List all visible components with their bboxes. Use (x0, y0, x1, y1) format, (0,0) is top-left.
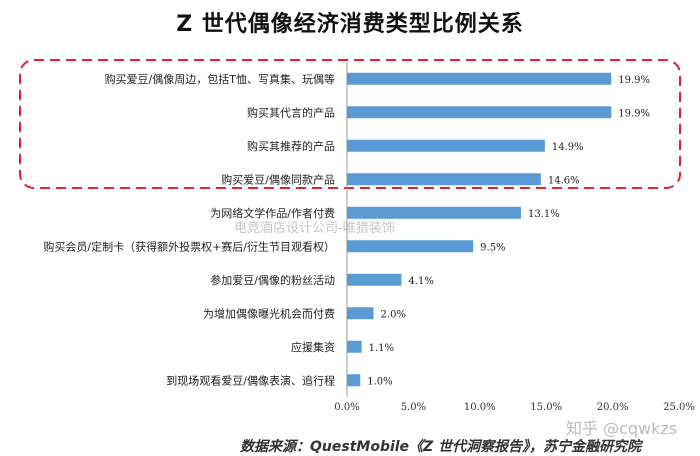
category-label: 购买其推荐的产品 (247, 139, 335, 153)
x-tick-label: 10.0% (464, 402, 496, 413)
category-label: 购买其代言的产品 (247, 105, 335, 119)
category-label: 到现场观看爱豆/偶像表演、追行程 (166, 373, 335, 387)
category-label: 应援集资 (291, 340, 335, 354)
x-tick-label: 5.0% (401, 402, 426, 413)
category-label: 购买爱豆/偶像同款产品 (221, 172, 335, 186)
bars: 购买爱豆/偶像周边，包括T恤、写真集、玩偶等 19.9% 购买其代言的产品 19.9%… (43, 72, 650, 388)
x-tick-label: 20.0% (597, 402, 629, 413)
data-label: 9.5% (480, 242, 505, 253)
category-label: 购买爱豆/偶像周边，包括T恤、写真集、玩偶等 (105, 72, 335, 86)
data-label: 19.9% (618, 75, 650, 86)
data-label: 14.6% (548, 175, 580, 186)
data-label: 1.1% (369, 343, 394, 354)
chart-title: Z 世代偶像经济消费类型比例关系 (176, 12, 524, 37)
data-label: 1.0% (367, 376, 392, 387)
x-tick-label: 25.0% (663, 402, 695, 413)
bar (347, 206, 521, 219)
category-label: 参加爱豆/偶像的粉丝活动 (210, 273, 335, 287)
category-label: 购买会员/定制卡（获得额外投票权+赛后/衍生节目观看权） (43, 239, 335, 253)
watermark: 电竞酒店设计公司-唯猎装饰 (234, 221, 395, 236)
data-label: 2.0% (381, 309, 406, 320)
bar (347, 72, 612, 85)
bar (347, 374, 361, 387)
x-tick-label: 0.0% (334, 402, 359, 413)
data-label: 19.9% (618, 108, 650, 119)
data-label: 4.1% (408, 276, 433, 287)
data-label: 14.9% (552, 142, 584, 153)
category-label: 为网络文学作品/作者付费 (210, 206, 335, 220)
bar (347, 240, 474, 253)
bar (347, 139, 545, 152)
category-label: 为增加偶像曝光机会而付费 (203, 306, 335, 320)
bar (347, 340, 362, 353)
zhihu-watermark: 知乎 @cqwkzs (566, 419, 678, 438)
bar (347, 273, 402, 286)
bar (347, 307, 374, 320)
source-note: 数据来源：QuestMobile《Z 世代洞察报告》，苏宁金融研究院 (240, 439, 642, 455)
x-tick-label: 15.0% (530, 402, 562, 413)
highlight-box (19, 59, 681, 189)
bar (347, 106, 612, 119)
data-label: 13.1% (528, 209, 560, 220)
bar (347, 173, 541, 186)
